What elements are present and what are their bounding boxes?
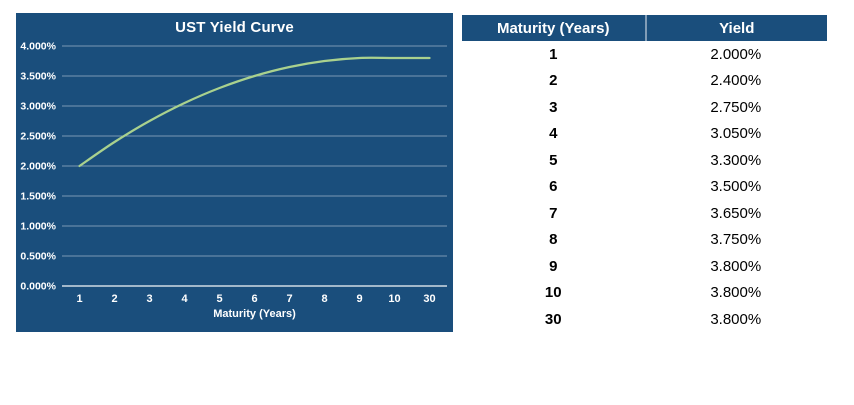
header-yield: Yield <box>644 15 827 41</box>
yield-table-header: Maturity (Years) Yield <box>462 15 827 41</box>
x-axis-title: Maturity (Years) <box>213 308 296 320</box>
x-tick-label: 10 <box>388 293 400 305</box>
table-row: 30 3.800% <box>462 306 827 333</box>
maturity-cell[interactable]: 2 <box>549 72 558 90</box>
maturity-cell[interactable]: 3 <box>549 98 558 116</box>
y-tick-label: 1.500% <box>20 191 56 203</box>
y-tick-label: 0.500% <box>20 251 56 263</box>
header-maturity: Maturity (Years) <box>462 15 645 41</box>
x-tick-label: 5 <box>216 293 222 305</box>
yield-cell[interactable]: 3.300% <box>710 151 762 169</box>
y-tick-label: 3.500% <box>20 71 56 83</box>
maturity-cell[interactable]: 9 <box>549 257 558 275</box>
x-tick-label: 9 <box>356 293 362 305</box>
y-tick-label: 2.000% <box>20 161 56 173</box>
chart-title: UST Yield Curve <box>175 19 294 36</box>
y-tick-label: 0.000% <box>20 281 56 293</box>
yield-cell[interactable]: 2.400% <box>710 72 762 90</box>
maturity-cell[interactable]: 1 <box>549 45 558 63</box>
yield-cell[interactable]: 3.750% <box>710 231 762 249</box>
table-row: 9 3.800% <box>462 253 827 280</box>
yield-cell[interactable]: 3.800% <box>710 257 762 275</box>
yield-table: Maturity (Years) Yield 1 2.000% 2 2.400% 3 2.… <box>462 15 827 333</box>
y-tick-label: 2.500% <box>20 131 56 143</box>
table-row: 5 3.300% <box>462 147 827 174</box>
ust-yield-curve-chart[interactable]: UST Yield Curve 0.000% 0.500% 1.000% 1.500%… <box>16 13 453 332</box>
x-tick-label: 2 <box>111 293 117 305</box>
y-tick-label: 3.000% <box>20 101 56 113</box>
yield-cell[interactable]: 3.650% <box>710 204 762 222</box>
x-tick-label: 4 <box>181 293 188 305</box>
table-row: 3 2.750% <box>462 94 827 121</box>
maturity-cell[interactable]: 10 <box>544 284 562 302</box>
maturity-cell[interactable]: 30 <box>544 310 562 328</box>
yield-cell[interactable]: 3.050% <box>710 125 762 143</box>
maturity-cell[interactable]: 6 <box>549 178 558 196</box>
table-row: 4 3.050% <box>462 121 827 148</box>
yield-curve-line <box>78 56 431 168</box>
maturity-cell[interactable]: 5 <box>549 151 558 169</box>
x-tick-label: 8 <box>321 293 327 305</box>
y-tick-label: 1.000% <box>20 221 56 233</box>
yield-cell[interactable]: 3.800% <box>710 284 762 302</box>
x-tick-label: 7 <box>286 293 292 305</box>
x-tick-label: 1 <box>76 293 82 305</box>
yield-table-body: 1 2.000% 2 2.400% 3 2.750% 4 3.050% 5 3.300% 6 3.50… <box>462 41 827 333</box>
x-tick-label: 30 <box>423 293 435 305</box>
table-row: 2 2.400% <box>462 68 827 95</box>
table-row: 6 3.500% <box>462 174 827 201</box>
yield-cell[interactable]: 3.500% <box>710 178 762 196</box>
yield-cell[interactable]: 3.800% <box>710 310 762 328</box>
x-tick-label: 3 <box>146 293 152 305</box>
table-row: 8 3.750% <box>462 227 827 254</box>
yield-curve-plot: 0.000% 0.500% 1.000% 1.500% 2.000% 2.500% 3.00… <box>20 41 447 320</box>
x-tick-label: 6 <box>251 293 257 305</box>
table-row: 10 3.800% <box>462 280 827 307</box>
maturity-cell[interactable]: 7 <box>549 204 558 222</box>
y-tick-label: 4.000% <box>20 41 56 53</box>
maturity-cell[interactable]: 8 <box>549 231 558 249</box>
yield-cell[interactable]: 2.750% <box>710 98 762 116</box>
maturity-cell[interactable]: 4 <box>549 125 558 143</box>
table-row: 7 3.650% <box>462 200 827 227</box>
yield-cell[interactable]: 2.000% <box>710 45 762 63</box>
table-row: 1 2.000% <box>462 41 827 68</box>
